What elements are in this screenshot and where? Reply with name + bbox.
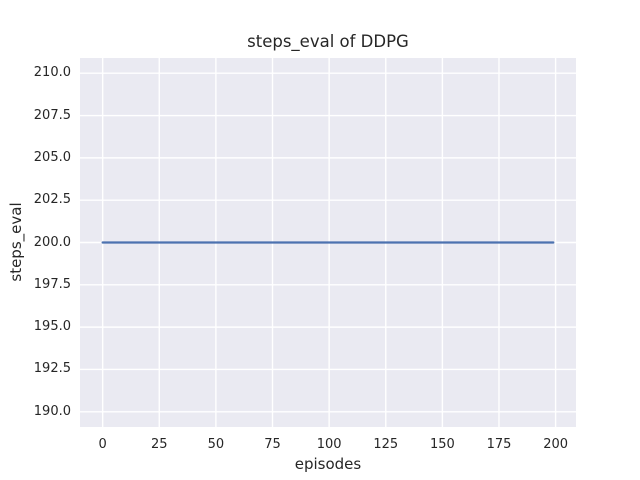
y-tick-label: 190.0 xyxy=(33,403,71,419)
y-tick-label: 192.5 xyxy=(33,361,71,377)
x-tick-label: 150 xyxy=(429,437,455,452)
x-tick-label: 100 xyxy=(316,437,342,452)
y-tick-label: 197.5 xyxy=(33,276,71,292)
plot-area xyxy=(80,58,576,427)
y-tick-label: 202.5 xyxy=(33,192,71,208)
x-axis-label: episodes xyxy=(294,455,362,473)
x-tick-label: 50 xyxy=(207,437,225,452)
y-tick-label: 200.0 xyxy=(33,234,71,250)
x-tick-label: 75 xyxy=(264,437,281,452)
x-tick-label: 25 xyxy=(150,437,168,452)
y-tick-label: 210.0 xyxy=(33,65,71,81)
chart-title: steps_eval of DDPG xyxy=(247,32,409,51)
x-tick-label: 0 xyxy=(98,437,107,452)
plot-canvas xyxy=(80,58,576,427)
x-tick-label: 175 xyxy=(486,437,512,452)
y-tick-label: 205.0 xyxy=(33,149,71,165)
y-tick-label: 195.0 xyxy=(33,319,71,335)
x-tick-label: 125 xyxy=(373,437,399,452)
x-tick-label: 200 xyxy=(543,437,569,452)
y-tick-label: 207.5 xyxy=(33,107,71,123)
